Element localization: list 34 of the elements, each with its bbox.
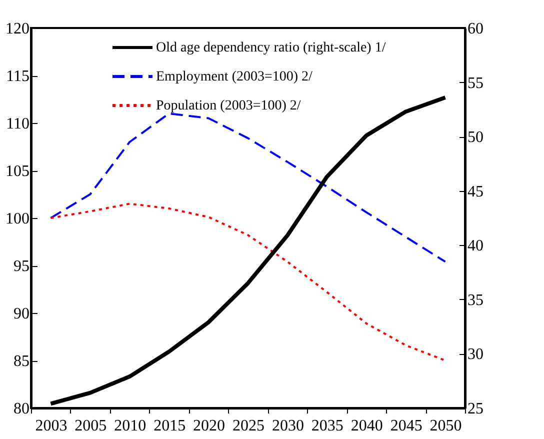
x-tick-label: 2005 bbox=[74, 418, 107, 434]
x-tick-label: 2045 bbox=[390, 418, 422, 434]
line-series bbox=[50, 202, 446, 362]
line-series bbox=[48, 95, 448, 406]
y2-tick-label: 25 bbox=[468, 400, 484, 418]
x-tick-label: 2010 bbox=[114, 418, 146, 434]
y-tick-label: 100 bbox=[6, 210, 30, 228]
line-series bbox=[50, 112, 446, 263]
x-tick-label: 2040 bbox=[350, 418, 383, 434]
x-tick-label: 2003 bbox=[35, 418, 68, 434]
y2-tick-label: 60 bbox=[468, 20, 484, 38]
y-tick-label: 90 bbox=[14, 306, 30, 322]
x-tick-label: 2025 bbox=[232, 418, 264, 434]
legend-label: Population (2003=100) 2/ bbox=[156, 98, 301, 114]
y-tick-label: 95 bbox=[14, 258, 30, 275]
y2-tick-label: 35 bbox=[468, 292, 484, 309]
y-tick-label: 110 bbox=[6, 116, 30, 132]
legend-label: Employment (2003=100) 2/ bbox=[156, 70, 313, 84]
y2-tick-label: 55 bbox=[468, 74, 484, 92]
legend-label: Old age dependency ratio (right-scale) 1/ bbox=[156, 40, 386, 56]
y-tick-label: 85 bbox=[14, 353, 30, 370]
y-tick-label: 105 bbox=[6, 163, 30, 180]
x-tick-label: 2030 bbox=[272, 418, 304, 434]
y-tick-label: 80 bbox=[14, 400, 30, 418]
x-tick-label: 2020 bbox=[193, 418, 226, 434]
y2-tick-label: 40 bbox=[468, 238, 484, 255]
y2-tick-label: 50 bbox=[468, 129, 484, 146]
y2-tick-label: 45 bbox=[468, 183, 484, 200]
x-tick-label: 2015 bbox=[154, 418, 186, 434]
y2-tick-label: 30 bbox=[468, 346, 484, 364]
y-tick-label: 120 bbox=[6, 20, 30, 38]
y-tick-label: 115 bbox=[6, 68, 30, 85]
x-tick-label: 2050 bbox=[430, 418, 462, 434]
x-tick-label: 2035 bbox=[311, 418, 344, 434]
